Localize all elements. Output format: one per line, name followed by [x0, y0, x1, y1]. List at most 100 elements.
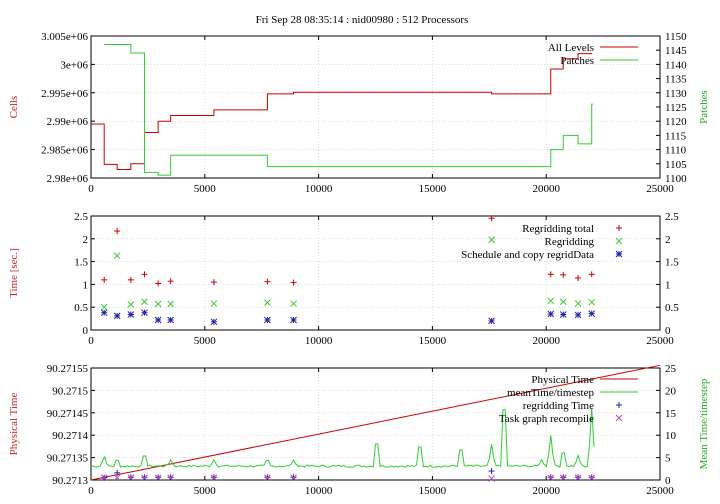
data-point	[559, 311, 567, 318]
data-point	[210, 318, 218, 326]
y-tick-label-left: 0.5	[74, 302, 88, 314]
data-point-task-graph	[210, 474, 218, 482]
data-point-task-graph	[127, 474, 135, 482]
y-tick-label-right: 1115	[665, 130, 687, 142]
data-point	[559, 298, 567, 306]
data-point	[127, 301, 135, 308]
legend-label: All Levels	[548, 42, 594, 54]
y-tick-label-right: 1150	[665, 31, 687, 43]
x-tick-label: 5000	[194, 485, 217, 497]
y-tick-label-right: 1120	[665, 116, 687, 128]
y-tick-label-left: 1.5	[74, 257, 88, 269]
data-point	[290, 300, 297, 307]
data-point-task-graph	[559, 474, 567, 482]
y-tick-label-left: 2.5	[74, 211, 88, 223]
y-tick-label-right: 1145	[665, 45, 687, 57]
x-tick-label: 20000	[532, 183, 560, 195]
y-tick-label-left: 1	[83, 279, 89, 291]
data-point	[100, 303, 108, 311]
y-tick-label-right: 2.5	[665, 211, 679, 223]
data-point-task-graph	[154, 474, 162, 482]
x-tick-label: 10000	[305, 335, 333, 347]
data-point	[290, 279, 297, 286]
x-tick-label: 0	[88, 335, 94, 347]
data-point	[560, 271, 567, 278]
data-point	[141, 309, 148, 317]
x-tick-label: 25000	[646, 485, 674, 497]
data-point-task-graph	[264, 474, 271, 482]
physical-time-panel: 0 5000 10000 15000 20000 25000 90.2713 90.27135…	[8, 363, 710, 497]
data-point	[113, 252, 121, 260]
y-tick-label-right: 20	[665, 385, 677, 397]
legend-label: Regridding	[545, 236, 595, 248]
data-point	[141, 271, 148, 278]
y-axis-title-left: Time [sec.]	[8, 248, 20, 298]
data-point	[154, 316, 162, 324]
legend-label: meanTime/timestep	[507, 387, 594, 399]
y-tick-label-left: 90.2714	[52, 430, 88, 442]
y-tick-label-left: 3e+06	[60, 59, 88, 71]
data-point	[113, 312, 121, 320]
y-tick-label-left: 90.27145	[47, 408, 89, 420]
data-point	[154, 300, 162, 308]
data-point	[574, 311, 582, 319]
x-tick-label: 5000	[194, 335, 217, 347]
y-tick-label-right: 15	[665, 408, 677, 420]
legend-swatch	[615, 414, 623, 422]
data-point	[101, 276, 108, 283]
cells-patches-panel: 0 5000 10000 15000 20000 25000 2.98e+06 2.985e+…	[8, 31, 710, 195]
data-point-task-graph	[141, 474, 148, 482]
series-line-all-levels	[91, 53, 593, 170]
legend-label: Patches	[560, 55, 594, 67]
data-point-task-graph	[574, 474, 582, 482]
x-tick-label: 15000	[419, 485, 447, 497]
y-tick-label-left: 90.2713	[52, 475, 88, 487]
legend-label: Physical Time	[531, 374, 594, 386]
data-point	[264, 299, 271, 306]
data-point	[141, 298, 148, 306]
y-axis-title-right: Patches	[698, 90, 710, 124]
y-tick-label-right: 1100	[665, 173, 687, 185]
y-tick-label-right: 1135	[665, 74, 687, 86]
data-point-task-graph	[588, 474, 596, 482]
legend-label: Task graph recompile	[499, 413, 594, 425]
series-line-patches	[104, 44, 593, 176]
y-tick-label-right: 2	[665, 234, 671, 246]
legend-label: Regridding total	[522, 223, 594, 235]
x-tick-label: 25000	[646, 183, 674, 195]
legend-label: regridding Time	[523, 400, 594, 412]
legend-swatch	[615, 237, 623, 245]
y-tick-label-left: 3.005e+06	[41, 31, 88, 43]
data-point-task-graph	[290, 474, 297, 482]
data-point	[588, 298, 596, 306]
data-point	[547, 297, 555, 305]
data-point	[588, 271, 595, 278]
y-tick-label-right: 0	[665, 475, 671, 487]
x-tick-label: 20000	[532, 485, 560, 497]
y-tick-label-right: 10	[665, 430, 677, 442]
y-tick-label-right: 1105	[665, 159, 687, 171]
legend-label: Schedule and copy regridData	[461, 249, 594, 261]
data-point	[167, 316, 175, 324]
y-tick-label-left: 2.985e+06	[41, 145, 88, 157]
y-tick-label-right: 25	[665, 363, 677, 375]
plot-frame	[90, 215, 661, 331]
data-point	[488, 317, 495, 325]
data-point	[547, 310, 555, 318]
y-tick-label-left: 90.2715	[52, 385, 88, 397]
data-point	[167, 278, 174, 285]
data-point	[264, 278, 271, 285]
y-tick-label-left: 0	[83, 325, 89, 337]
data-point-task-graph	[547, 474, 555, 482]
data-point-regridding-time	[488, 468, 495, 475]
data-point	[574, 300, 582, 307]
y-tick-label-right: 0.5	[665, 302, 679, 314]
x-tick-label: 10000	[305, 183, 333, 195]
y-tick-label-right: 1140	[665, 59, 687, 71]
x-tick-label: 15000	[419, 335, 447, 347]
y-tick-label-left: 2	[83, 234, 89, 246]
y-tick-label-right: 1.5	[665, 257, 679, 269]
x-tick-label: 0	[88, 485, 94, 497]
x-tick-label: 0	[88, 183, 94, 195]
